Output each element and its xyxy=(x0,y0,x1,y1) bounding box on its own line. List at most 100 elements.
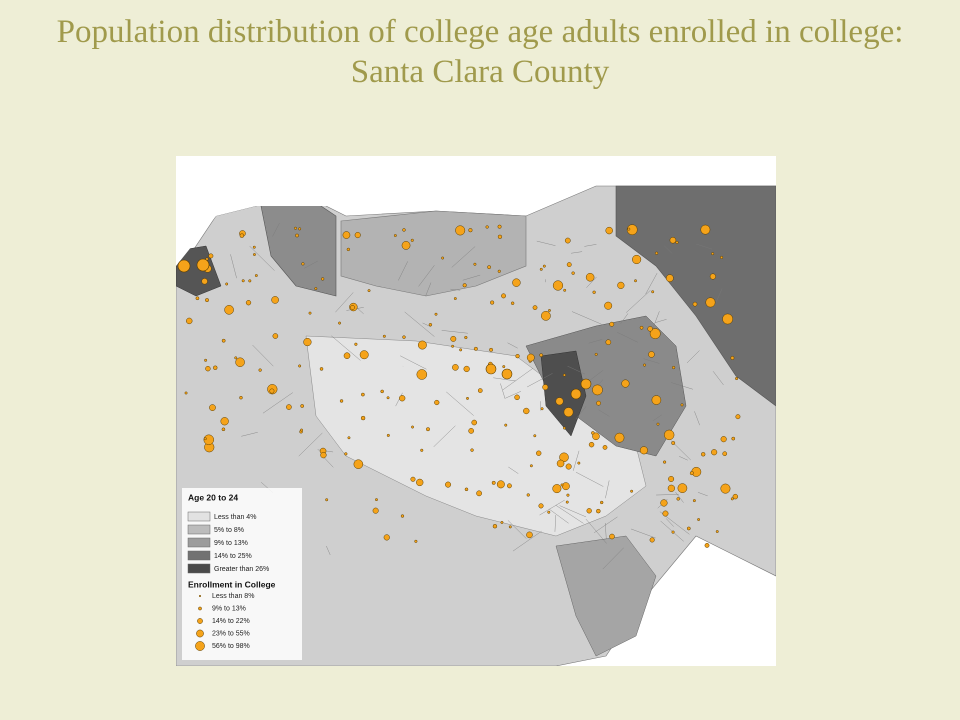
enrollment-dot xyxy=(245,300,252,306)
enrollment-dot xyxy=(462,283,467,288)
enrollment-dot xyxy=(617,281,625,289)
tract-line xyxy=(616,332,638,343)
enrollment-dot xyxy=(471,419,478,426)
tract-line xyxy=(539,499,565,516)
tract-line xyxy=(575,472,604,487)
enrollment-dot xyxy=(501,368,513,380)
enrollment-dot xyxy=(570,388,582,400)
tract-line xyxy=(571,251,583,254)
enrollment-dot xyxy=(720,483,731,494)
enrollment-dot xyxy=(604,301,613,310)
tract-line xyxy=(418,265,435,287)
enrollment-dot xyxy=(668,476,675,482)
tract-line xyxy=(398,261,408,281)
enrollment-dot xyxy=(704,543,710,548)
enrollment-dot xyxy=(269,388,275,394)
enrollment-dot xyxy=(672,365,676,370)
tract-line xyxy=(585,518,607,544)
enrollment-dot xyxy=(300,428,303,432)
tract-line xyxy=(249,245,275,271)
enrollment-dot xyxy=(565,463,572,470)
enrollment-dot xyxy=(213,365,218,370)
enrollment-dot xyxy=(320,451,327,459)
legend-symbol xyxy=(195,641,205,651)
enrollment-dot xyxy=(732,493,739,500)
tract-line xyxy=(575,406,587,420)
enrollment-dot xyxy=(477,388,483,393)
enrollment-dot xyxy=(445,481,452,488)
enrollment-dot xyxy=(295,233,299,238)
region-dark xyxy=(615,185,776,407)
enrollment-dot xyxy=(455,225,466,236)
enrollment-dot xyxy=(416,369,428,380)
tract-line xyxy=(712,371,724,386)
enrollment-dot xyxy=(416,478,424,487)
tract-line xyxy=(584,244,597,247)
enrollment-dot xyxy=(325,498,329,502)
legend-swatch xyxy=(187,524,211,535)
tract-line xyxy=(626,290,651,313)
enrollment-dot xyxy=(502,365,506,369)
enrollment-dot xyxy=(566,493,570,497)
enrollment-dot xyxy=(400,514,405,518)
enrollment-dot xyxy=(692,499,696,503)
enrollment-dot xyxy=(529,464,533,468)
enrollment-dot xyxy=(722,451,728,457)
enrollment-dot xyxy=(552,484,562,494)
enrollment-dot xyxy=(556,459,565,468)
enrollment-dot xyxy=(473,262,477,266)
enrollment-dot xyxy=(485,225,489,229)
enrollment-dot xyxy=(621,379,630,388)
enrollment-dot xyxy=(321,277,325,281)
enrollment-dot xyxy=(686,526,691,531)
enrollment-dot xyxy=(512,278,521,287)
enrollment-dot xyxy=(662,460,667,464)
enrollment-dot xyxy=(564,237,571,244)
tract-line xyxy=(493,377,516,382)
tract-line xyxy=(664,245,673,254)
enrollment-dot xyxy=(203,437,207,441)
tract-line xyxy=(512,530,542,552)
enrollment-dot xyxy=(533,434,537,438)
enrollment-dot xyxy=(563,407,574,418)
enrollment-dot xyxy=(602,445,608,450)
enrollment-dot xyxy=(539,353,543,357)
tract-line xyxy=(425,282,432,297)
tract-line xyxy=(679,456,688,461)
enrollment-dot xyxy=(205,298,209,303)
enrollment-dot xyxy=(548,309,551,312)
enrollment-dot xyxy=(677,483,688,493)
enrollment-dot xyxy=(301,262,305,266)
tract-line xyxy=(400,355,427,370)
enrollment-dot xyxy=(596,508,601,514)
legend-title: Enrollment in College xyxy=(188,579,276,589)
tract-line xyxy=(298,432,323,457)
tract-line xyxy=(507,520,527,539)
enrollment-dot xyxy=(689,471,694,476)
tract-line xyxy=(356,307,364,314)
enrollment-dot xyxy=(225,282,229,286)
enrollment-dot xyxy=(476,490,482,497)
enrollment-dot xyxy=(586,508,592,514)
enrollment-dot xyxy=(353,459,364,469)
enrollment-dot xyxy=(649,537,655,543)
tract-line xyxy=(645,272,658,295)
legend-label: 14% to 25% xyxy=(214,553,252,560)
enrollment-dot xyxy=(360,415,366,421)
enrollment-dot xyxy=(600,500,604,505)
enrollment-dot xyxy=(426,427,430,432)
slide-title: Population distribution of college age a… xyxy=(56,14,904,90)
tract-line xyxy=(335,292,354,313)
tract-line xyxy=(567,365,586,375)
enrollment-dot xyxy=(470,448,474,452)
enrollment-dot xyxy=(300,404,305,408)
enrollment-dots xyxy=(177,224,741,548)
enrollment-dot xyxy=(308,311,312,315)
enrollment-dot xyxy=(526,493,530,497)
tract-line xyxy=(433,425,456,447)
enrollment-dot xyxy=(649,328,661,340)
legend: Age 20 to 24 Less than 4% 5% to 8% 9% to 13… xyxy=(182,488,302,660)
legend-label: 9% to 13% xyxy=(212,605,246,612)
tract-line xyxy=(441,330,468,334)
enrollment-dot xyxy=(303,337,312,347)
